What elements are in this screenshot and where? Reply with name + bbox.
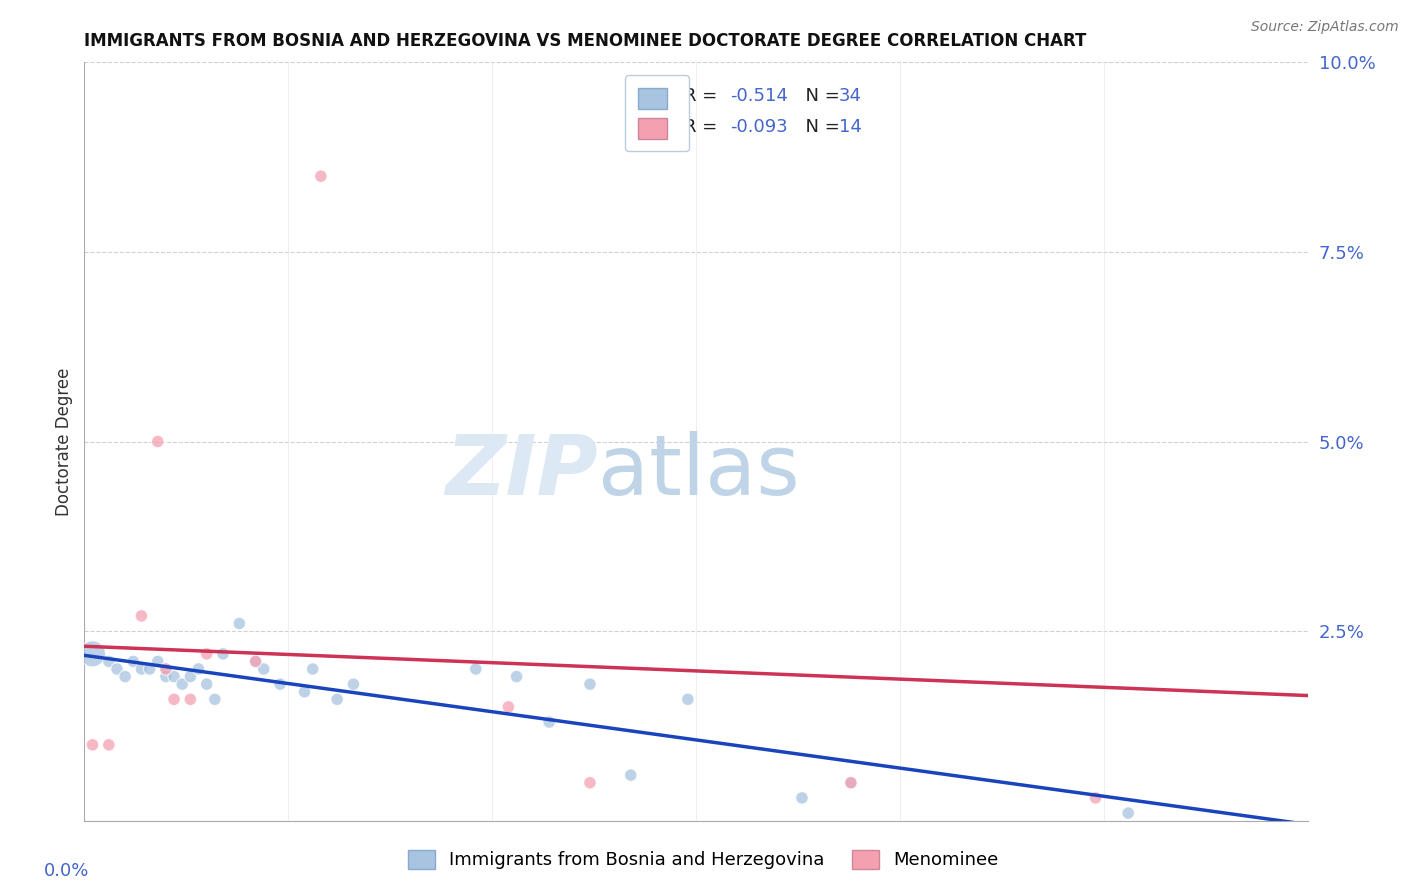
Text: IMMIGRANTS FROM BOSNIA AND HERZEGOVINA VS MENOMINEE DOCTORATE DEGREE CORRELATION: IMMIGRANTS FROM BOSNIA AND HERZEGOVINA V… [84,32,1087,50]
Point [155,669,177,684]
Point [114,669,136,684]
Text: Source: ZipAtlas.com: Source: ZipAtlas.com [1251,20,1399,34]
Point [839,776,862,790]
Point [131,609,153,624]
Point [309,169,332,184]
Point [790,791,813,805]
Text: -0.514: -0.514 [730,87,789,105]
Point [131,662,153,676]
Point [579,776,602,790]
Point [179,669,201,684]
Text: 34: 34 [839,87,862,105]
Point [195,677,218,691]
Text: 14: 14 [839,118,862,136]
Text: ZIP: ZIP [446,432,598,512]
Point [155,662,177,676]
Point [620,768,643,782]
Text: R =: R = [683,87,728,105]
Text: N =: N = [794,87,845,105]
Point [498,699,520,714]
Point [187,662,209,676]
Point [269,677,291,691]
Point [146,434,169,449]
Point [245,655,267,669]
Text: 0.0%: 0.0% [44,863,89,880]
Point [204,692,226,706]
Point [97,738,120,752]
Point [163,692,186,706]
Point [155,662,177,676]
Point [326,692,349,706]
Point [1116,806,1139,821]
Point [195,647,218,661]
Point [228,616,250,631]
Point [464,662,486,676]
Point [82,647,104,661]
Point [146,655,169,669]
Point [245,655,267,669]
Point [505,669,527,684]
Point [82,738,104,752]
Text: N =: N = [794,118,845,136]
Point [179,692,201,706]
Y-axis label: Doctorate Degree: Doctorate Degree [55,368,73,516]
Point [138,662,160,676]
Point [342,677,364,691]
Point [1084,791,1107,805]
Point [172,677,194,691]
Point [212,647,235,661]
Point [97,655,120,669]
Point [122,655,145,669]
Point [105,662,128,676]
Point [294,685,316,699]
Text: atlas: atlas [598,432,800,512]
Legend: Immigrants from Bosnia and Herzegovina, Menominee: Immigrants from Bosnia and Herzegovina, … [398,841,1008,879]
Legend: , : , [626,75,689,152]
Point [579,677,602,691]
Point [253,662,276,676]
Point [839,776,862,790]
Point [301,662,323,676]
Text: -0.093: -0.093 [730,118,787,136]
Point [676,692,699,706]
Point [538,715,561,730]
Text: R =: R = [683,118,728,136]
Point [163,669,186,684]
